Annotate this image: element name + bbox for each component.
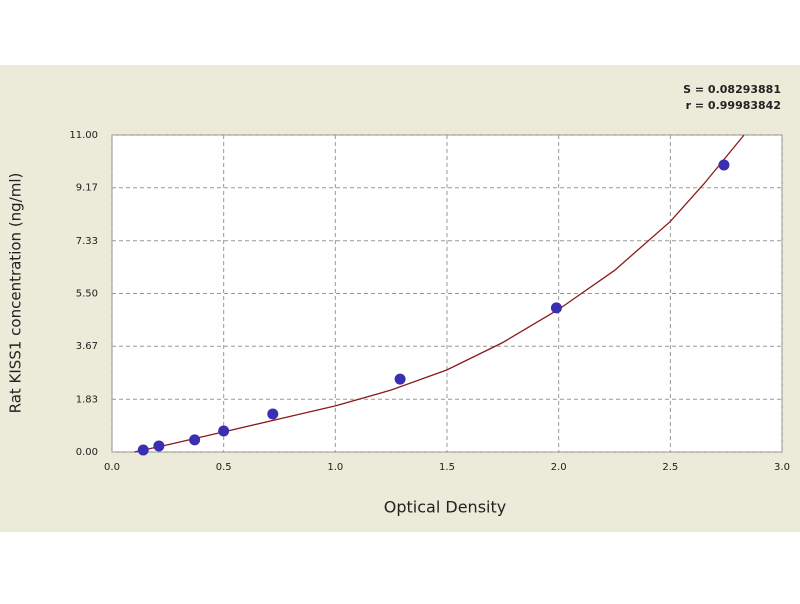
y-tick-label: 0.00 <box>76 447 98 458</box>
x-tick-label: 1.0 <box>327 462 343 473</box>
y-tick-label: 11.00 <box>69 130 98 141</box>
y-tick-label: 1.83 <box>76 394 98 405</box>
data-point <box>718 159 730 171</box>
data-point <box>394 373 406 385</box>
data-point <box>550 302 562 314</box>
annotation: r = 0.99983842 <box>686 99 781 112</box>
data-point <box>137 444 149 456</box>
data-point <box>267 408 279 420</box>
y-axis-label: Rat KISS1 concentration (ng/ml) <box>7 173 25 414</box>
y-tick-label: 5.50 <box>76 289 98 300</box>
y-tick-label: 3.67 <box>76 341 98 352</box>
x-tick-label: 2.0 <box>551 462 567 473</box>
y-tick-label: 7.33 <box>76 236 98 247</box>
x-tick-label: 0.5 <box>216 462 232 473</box>
data-point <box>189 434 201 446</box>
data-point <box>153 440 165 452</box>
x-axis-label: Optical Density <box>384 498 506 517</box>
x-tick-label: 1.5 <box>439 462 455 473</box>
annotation: S = 0.08293881 <box>683 83 781 96</box>
y-tick-label: 9.17 <box>76 183 98 194</box>
x-tick-label: 3.0 <box>774 462 790 473</box>
x-tick-label: 0.0 <box>104 462 120 473</box>
x-tick-label: 2.5 <box>662 462 678 473</box>
data-point <box>218 425 230 437</box>
